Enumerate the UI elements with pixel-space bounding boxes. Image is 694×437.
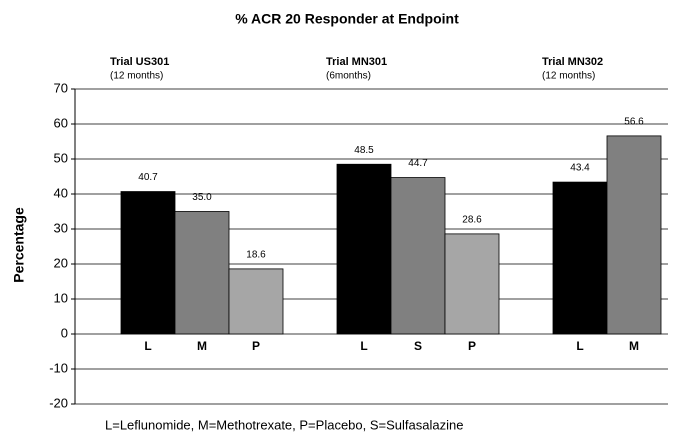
bar: [390, 177, 446, 335]
x-tick-label: L: [360, 339, 367, 353]
y-tick-label: 20: [54, 255, 68, 270]
value-label: 48.5: [354, 145, 374, 156]
y-tick-label: 50: [54, 150, 68, 165]
bar: [336, 163, 392, 335]
group-period: (6months): [326, 71, 371, 82]
y-tick-label: 30: [54, 220, 68, 235]
value-label: 56.6: [624, 117, 644, 128]
value-label: 44.7: [408, 158, 428, 169]
value-label: 28.6: [462, 215, 482, 226]
y-tick-label: 60: [54, 115, 68, 130]
value-label: 40.7: [138, 172, 158, 183]
bar: [444, 233, 500, 335]
x-tick-label: L: [144, 339, 151, 353]
y-tick-label: 0: [61, 325, 68, 340]
y-axis-label: Percentage: [11, 207, 27, 283]
value-label: 43.4: [570, 163, 590, 174]
group-title: Trial US301: [110, 56, 169, 68]
group-title: Trial MN302: [542, 56, 603, 68]
group-period: (12 months): [110, 71, 163, 82]
group-title: Trial MN301: [326, 56, 387, 68]
x-tick-label: S: [414, 339, 422, 353]
bar: [120, 191, 176, 335]
x-tick-label: P: [252, 339, 260, 353]
group-period: (12 months): [542, 71, 595, 82]
y-tick-label: -10: [49, 360, 68, 375]
bar: [174, 211, 230, 335]
value-label: 18.6: [246, 250, 266, 261]
y-tick-label: 70: [54, 80, 68, 95]
y-tick-label: 10: [54, 290, 68, 305]
y-tick-label: 40: [54, 185, 68, 200]
bar: [228, 268, 284, 335]
value-label: 35.0: [192, 192, 212, 203]
y-tick-label: -20: [49, 395, 68, 410]
bar: [606, 135, 662, 335]
bar: [552, 181, 608, 335]
chart-title: % ACR 20 Responder at Endpoint: [235, 11, 459, 27]
footnote: L=Leflunomide, M=Methotrexate, P=Placebo…: [105, 417, 463, 432]
x-tick-label: M: [629, 339, 639, 353]
x-tick-label: M: [197, 339, 207, 353]
x-tick-label: L: [576, 339, 583, 353]
x-tick-label: P: [468, 339, 476, 353]
